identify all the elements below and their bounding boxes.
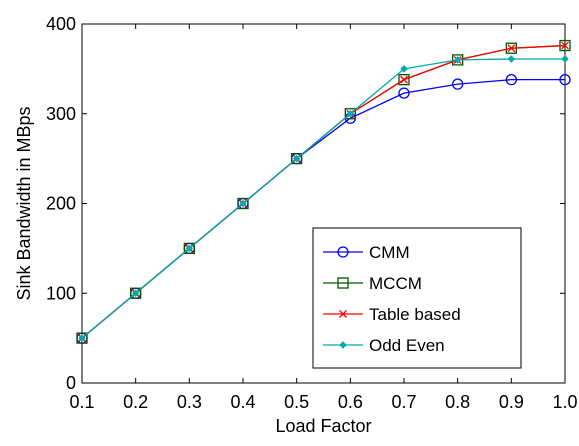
legend: CMM MCCM Table based Odd Even — [312, 227, 522, 369]
data-point-odd-even — [346, 110, 355, 118]
x-tick-label: 0.6 — [338, 392, 363, 412]
legend-item-odd-even: Odd Even — [323, 336, 445, 355]
x-tick-label: 0.7 — [391, 392, 416, 412]
x-axis-label: Load Factor — [275, 416, 371, 436]
y-tick-label: 100 — [46, 283, 76, 303]
x-tick-label: 0.9 — [499, 392, 524, 412]
legend-item-mccm: MCCM — [323, 274, 422, 293]
y-tick-label: 200 — [46, 194, 76, 214]
x-tick-label: 1.0 — [552, 392, 577, 412]
data-point-odd-even — [507, 55, 516, 63]
legend-item-table-based: Table based — [323, 305, 461, 324]
data-point-mccm — [398, 73, 410, 86]
y-axis-label: Sink Bandwidth in MBps — [14, 106, 34, 300]
legend-label: Table based — [369, 305, 461, 324]
data-point-cmm — [559, 73, 571, 86]
data-point-odd-even — [239, 199, 247, 208]
x-tick-label: 0.3 — [177, 392, 202, 412]
data-point-table-based — [400, 75, 408, 84]
data-point-odd-even — [453, 56, 462, 64]
legend-marker — [337, 277, 349, 289]
data-point-odd-even — [78, 334, 86, 342]
data-point-odd-even — [131, 289, 140, 297]
data-point-odd-even — [400, 65, 408, 73]
data-point-table-based — [561, 41, 569, 50]
legend-label: CMM — [369, 243, 410, 262]
x-tick-label: 0.1 — [69, 392, 94, 412]
data-point-odd-even — [561, 55, 569, 63]
y-tick-label: 400 — [46, 14, 76, 34]
data-point-mccm — [344, 108, 356, 120]
data-point-table-based — [507, 44, 516, 53]
x-tick-label: 0.4 — [230, 392, 255, 412]
legend-marker — [337, 246, 349, 258]
x-tick-label: 0.8 — [445, 392, 470, 412]
legend-item-cmm: CMM — [323, 243, 410, 262]
data-point-mccm — [237, 197, 249, 210]
data-point-cmm — [398, 87, 410, 99]
data-point-cmm — [452, 78, 464, 90]
series-odd-even — [78, 55, 569, 342]
series-line-odd-even — [81, 58, 565, 339]
legend-label: MCCM — [369, 274, 422, 293]
y-tick-label: 300 — [46, 104, 76, 124]
legend-label: Odd Even — [369, 336, 445, 355]
legend-marker — [339, 310, 347, 318]
data-point-odd-even — [292, 154, 301, 163]
x-tick-label: 0.5 — [284, 392, 309, 412]
y-tick-label: 0 — [66, 373, 76, 393]
data-point-mccm — [291, 152, 303, 165]
legend-marker — [339, 341, 347, 349]
data-point-mccm — [130, 287, 142, 299]
data-point-cmm — [505, 73, 517, 86]
data-point-odd-even — [185, 244, 194, 253]
data-point-mccm — [76, 332, 88, 344]
x-tick-label: 0.2 — [123, 392, 148, 412]
data-point-mccm — [183, 242, 195, 255]
